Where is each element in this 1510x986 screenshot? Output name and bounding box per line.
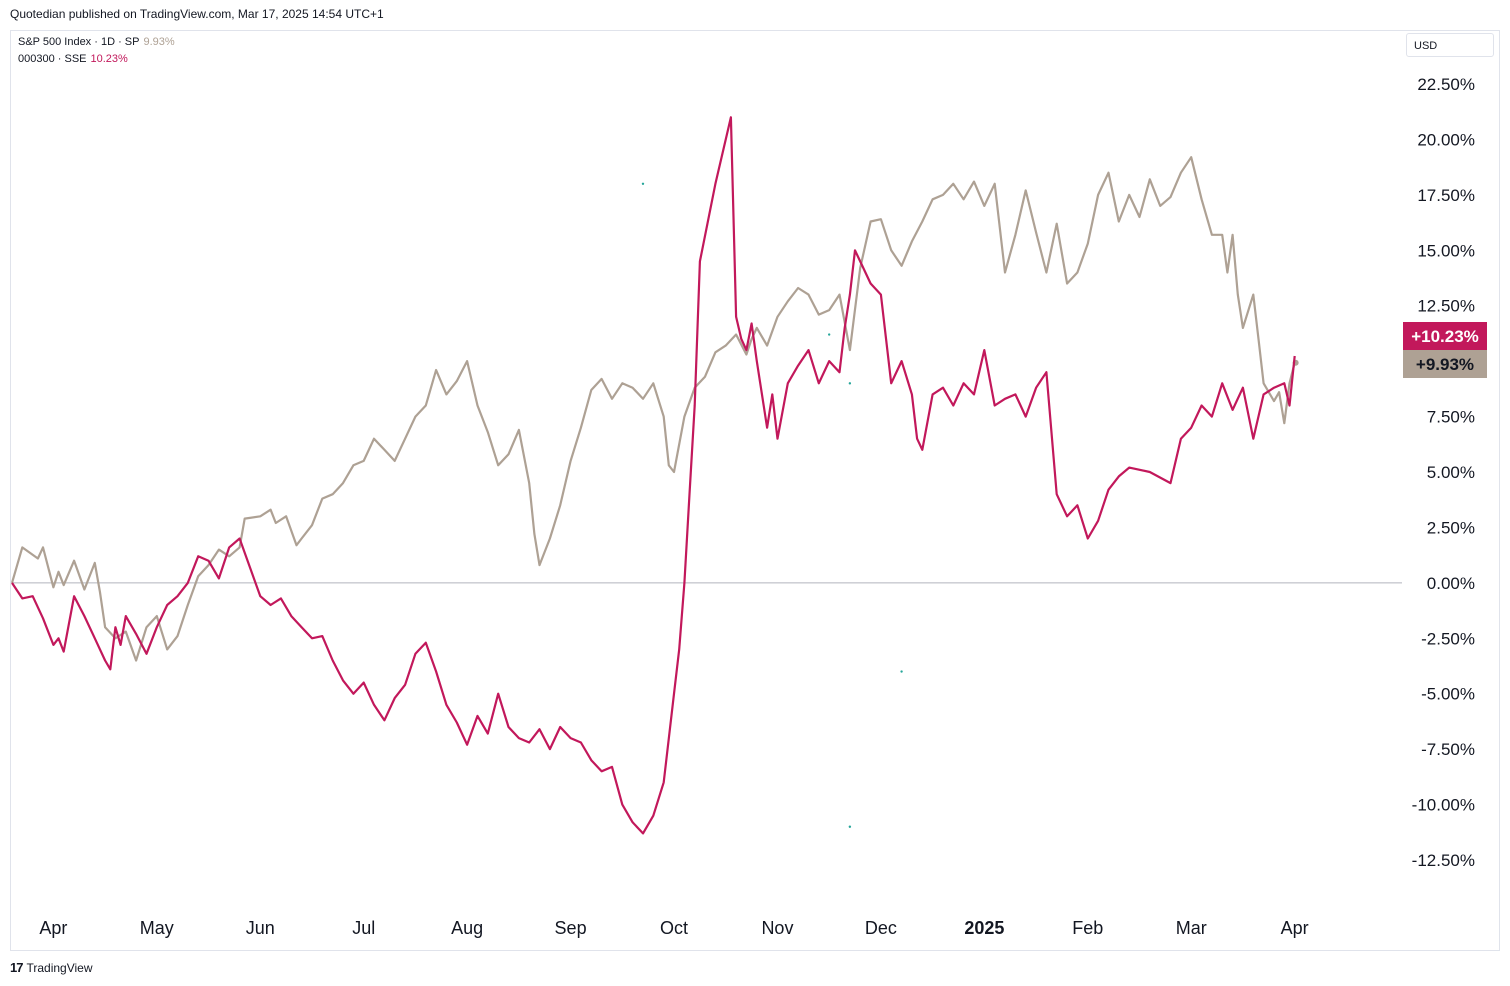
last-value-badge [1403, 322, 1487, 350]
x-tick-label: Oct [660, 918, 688, 938]
currency-selector[interactable]: USD [1406, 33, 1494, 57]
y-tick-label: 20.00% [1417, 130, 1475, 149]
y-tick-label: 15.00% [1417, 241, 1475, 260]
legend-csi300-name: 000300 · SSE [18, 53, 87, 65]
y-tick-label: 2.50% [1427, 518, 1475, 537]
stray-marker [848, 825, 852, 828]
x-tick-label: 2025 [964, 918, 1004, 938]
y-tick-label: -12.50% [1412, 851, 1475, 870]
x-tick-label: Aug [451, 918, 483, 938]
x-tick-label: Apr [39, 918, 67, 938]
last-value-label: +9.93% [1416, 355, 1474, 374]
stray-marker [827, 333, 831, 336]
y-tick-label: 5.00% [1427, 463, 1475, 482]
legend-sp500-name: S&P 500 Index · 1D · SP [18, 36, 140, 48]
legend-sp500-value: 9.93% [143, 36, 175, 48]
publish-header: Quotedian published on TradingView.com, … [10, 7, 384, 21]
footer: 17 TradingView [10, 960, 93, 975]
y-tick-label: -5.00% [1421, 685, 1475, 704]
stray-marker [641, 182, 645, 185]
x-tick-label: Jul [352, 918, 375, 938]
chart-frame [10, 30, 1500, 951]
stray-marker [900, 670, 903, 673]
y-tick-label: -7.50% [1421, 740, 1475, 759]
x-tick-label: Mar [1176, 918, 1207, 938]
x-tick-label: Jun [246, 918, 275, 938]
legend-csi300-value: 10.23% [90, 53, 128, 65]
y-tick-label: 12.50% [1417, 297, 1475, 316]
x-tick-label: Feb [1072, 918, 1103, 938]
y-tick-label: -10.00% [1412, 796, 1475, 815]
y-tick-label: -2.50% [1421, 629, 1475, 648]
x-tick-label: Dec [865, 918, 897, 938]
last-value-badge [1403, 350, 1487, 378]
y-tick-label: 0.00% [1427, 574, 1475, 593]
y-tick-label: 22.50% [1417, 75, 1475, 94]
stray-marker [848, 382, 852, 385]
tradingview-logo-icon: 17 [10, 960, 24, 975]
series-line-0 [10, 156, 1296, 662]
x-tick-label: Sep [555, 918, 587, 938]
y-tick-label: 7.50% [1427, 408, 1475, 427]
x-tick-label: Apr [1281, 918, 1309, 938]
legend-sp500[interactable]: S&P 500 Index · 1D · SP 9.93% [18, 36, 175, 48]
legend-csi300[interactable]: 000300 · SSE 10.23% [18, 53, 128, 65]
x-tick-label: May [140, 918, 174, 938]
y-tick-label: 17.50% [1417, 186, 1475, 205]
last-value-label: +10.23% [1411, 327, 1479, 346]
x-tick-label: Nov [761, 918, 793, 938]
footer-brand: TradingView [26, 960, 93, 975]
series-line-1 [11, 116, 1296, 835]
